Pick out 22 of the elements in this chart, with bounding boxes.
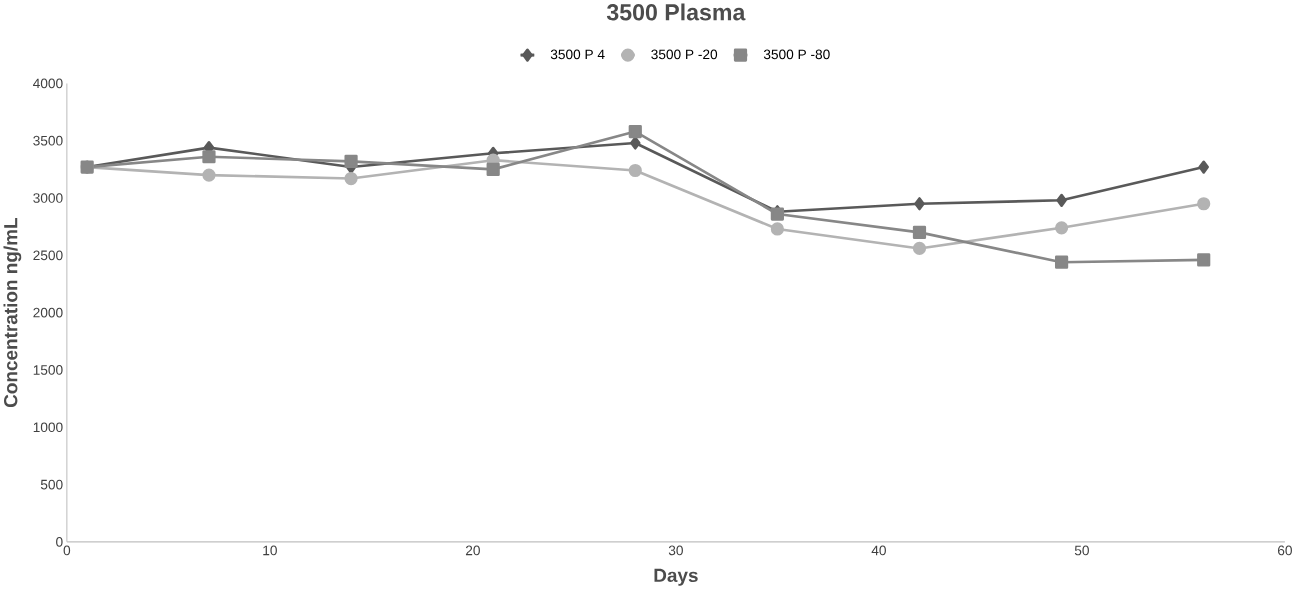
chart-title: 3500 Plasma bbox=[606, 3, 746, 21]
x-tick-label: 40 bbox=[871, 545, 886, 556]
y-tick-label: 500 bbox=[40, 479, 63, 490]
legend-label: 3500 P -80 bbox=[763, 49, 830, 60]
y-tick-label: 4000 bbox=[33, 78, 63, 89]
legend-label: 3500 P 4 bbox=[550, 49, 605, 60]
y-tick-label: 1500 bbox=[33, 364, 63, 375]
y-tick-label: 0 bbox=[56, 536, 63, 547]
x-tick-label: 50 bbox=[1074, 545, 1089, 556]
y-tick-label: 2000 bbox=[33, 307, 63, 318]
x-tick-label: 0 bbox=[63, 545, 71, 556]
y-tick-label: 3500 bbox=[33, 135, 63, 146]
x-tick-label: 30 bbox=[668, 545, 683, 556]
y-tick-label: 1000 bbox=[33, 422, 63, 432]
x-tick-label: 10 bbox=[263, 545, 277, 556]
x-tick-label: 60 bbox=[1277, 545, 1292, 556]
x-tick-label: 20 bbox=[465, 545, 480, 556]
y-axis-title: Concentration ng/mL bbox=[3, 217, 22, 407]
y-tick-label: 2500 bbox=[33, 250, 63, 261]
legend-label: 3500 P -20 bbox=[651, 49, 718, 60]
y-tick-label: 3000 bbox=[33, 193, 63, 203]
x-axis-title: Days bbox=[654, 568, 698, 586]
